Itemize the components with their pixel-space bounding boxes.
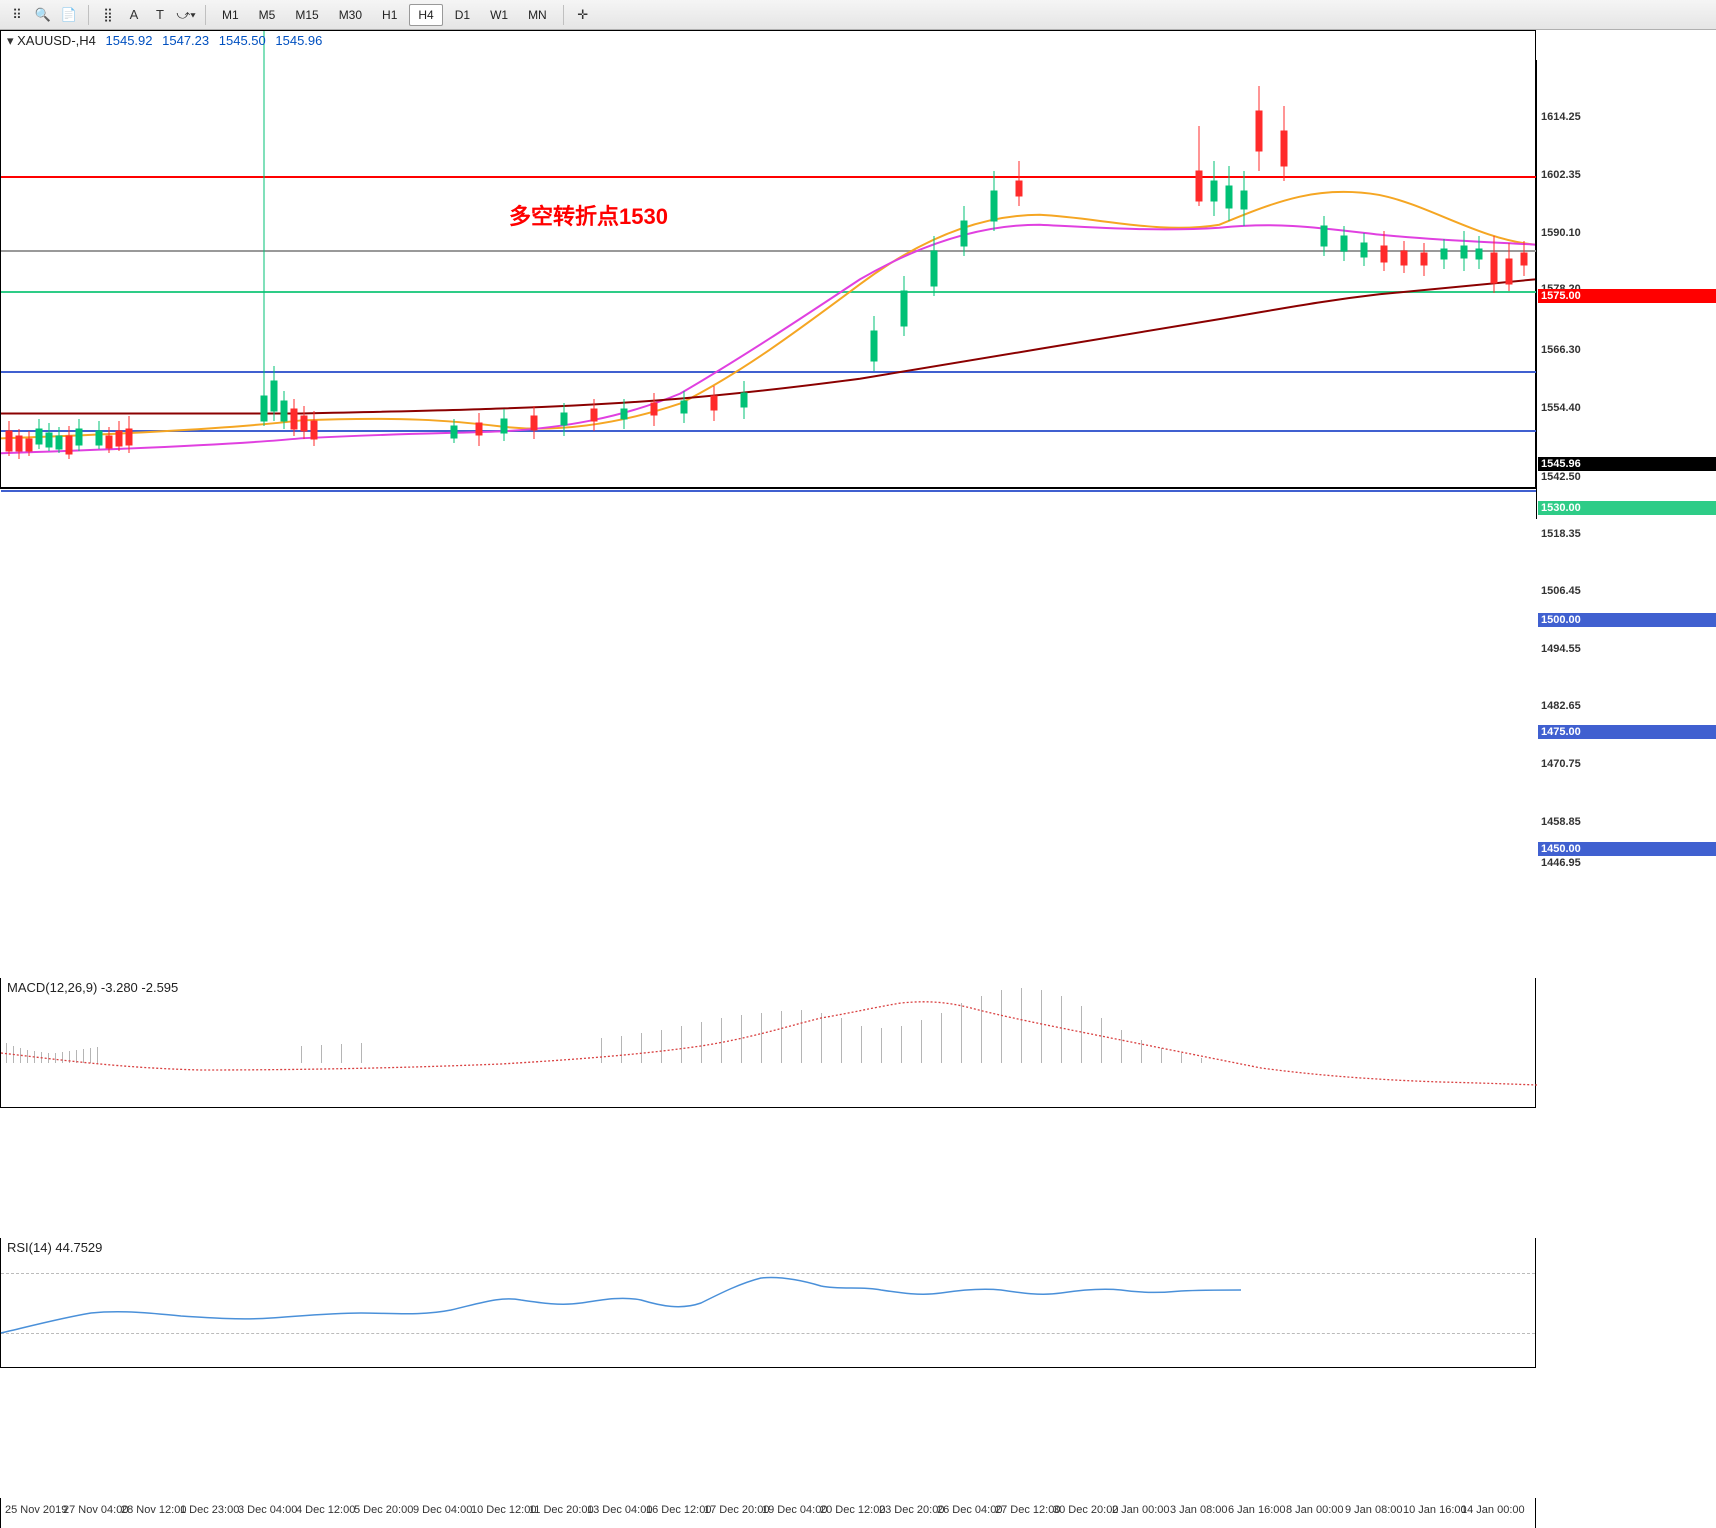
timeframe-w1[interactable]: W1 bbox=[482, 5, 516, 25]
date-axis-label-14[interactable]: 20 Dec 12:00 bbox=[820, 1504, 885, 1516]
dots-grid-icon[interactable]: ⠿ bbox=[6, 4, 28, 26]
date-axis-label-12[interactable]: 17 Dec 20:00 bbox=[704, 1504, 769, 1516]
date-axis-label-23[interactable]: 9 Jan 08:00 bbox=[1345, 1504, 1403, 1516]
price-axis-label-0[interactable]: 1614.25 bbox=[1538, 110, 1716, 124]
price-axis-label-4[interactable]: 1575.00 bbox=[1538, 289, 1716, 303]
date-axis-label-8[interactable]: 10 Dec 12:00 bbox=[471, 1504, 536, 1516]
price-axis[interactable]: 1614.251602.351590.101578.201575.001566.… bbox=[1536, 60, 1716, 519]
search-icon[interactable]: 🔍 bbox=[32, 4, 54, 26]
date-axis-label-0[interactable]: 25 Nov 2019 bbox=[5, 1504, 67, 1516]
price-axis-label-9[interactable]: 1530.00 bbox=[1538, 501, 1716, 515]
macd-panel[interactable]: MACD(12,26,9) -3.280 -2.595 bbox=[0, 978, 1536, 1108]
timeframe-m15[interactable]: M15 bbox=[287, 5, 326, 25]
date-axis[interactable]: 25 Nov 2019 27 Nov 04:00 28 Nov 12:00 1 Dec… bbox=[0, 1498, 1536, 1528]
price-panel[interactable]: ▾ XAUUSD-,H4 1545.92 1547.23 1545.50 154… bbox=[0, 30, 1536, 489]
price-axis-label-15[interactable]: 1475.00 bbox=[1538, 725, 1716, 739]
date-axis-label-18[interactable]: 30 Dec 20:00 bbox=[1053, 1504, 1118, 1516]
level-line-1450[interactable] bbox=[1, 490, 1537, 492]
date-axis-label-11[interactable]: 16 Dec 12:00 bbox=[646, 1504, 711, 1516]
date-axis-label-2[interactable]: 28 Nov 12:00 bbox=[121, 1504, 186, 1516]
price-axis-label-5[interactable]: 1566.30 bbox=[1538, 343, 1716, 357]
price-axis-label-7[interactable]: 1545.96 bbox=[1538, 457, 1716, 471]
timeframe-m30[interactable]: M30 bbox=[331, 5, 370, 25]
date-axis-label-20[interactable]: 3 Jan 08:00 bbox=[1170, 1504, 1228, 1516]
price-axis-label-18[interactable]: 1450.00 bbox=[1538, 842, 1716, 856]
timeframe-m1[interactable]: M1 bbox=[214, 5, 247, 25]
date-axis-label-5[interactable]: 4 Dec 12:00 bbox=[296, 1504, 355, 1516]
turning-point-annotation: 多空转折点1530 bbox=[509, 199, 668, 231]
date-axis-label-3[interactable]: 1 Dec 23:00 bbox=[180, 1504, 239, 1516]
date-axis-label-16[interactable]: 26 Dec 04:00 bbox=[937, 1504, 1002, 1516]
price-axis-label-2[interactable]: 1590.10 bbox=[1538, 226, 1716, 240]
letter-a-icon[interactable]: A bbox=[123, 4, 145, 26]
text-tool-icon[interactable]: T bbox=[149, 4, 171, 26]
date-axis-label-24[interactable]: 10 Jan 16:00 bbox=[1403, 1504, 1467, 1516]
timeframe-h4[interactable]: H4 bbox=[409, 4, 442, 26]
macd-signal-line bbox=[1, 978, 1537, 1108]
price-axis-label-10[interactable]: 1518.35 bbox=[1538, 527, 1716, 541]
rsi-line bbox=[1, 1238, 1537, 1368]
date-axis-label-15[interactable]: 23 Dec 20:00 bbox=[879, 1504, 944, 1516]
price-axis-label-1[interactable]: 1602.35 bbox=[1538, 168, 1716, 182]
date-axis-label-21[interactable]: 6 Jan 16:00 bbox=[1228, 1504, 1286, 1516]
date-axis-label-13[interactable]: 19 Dec 04:00 bbox=[762, 1504, 827, 1516]
timeframe-m5[interactable]: M5 bbox=[251, 5, 284, 25]
price-axis-label-17[interactable]: 1458.85 bbox=[1538, 815, 1716, 829]
date-axis-label-4[interactable]: 3 Dec 04:00 bbox=[238, 1504, 297, 1516]
cursor-dropdown-icon[interactable]: ⤻▾ bbox=[175, 4, 197, 26]
macd-title: MACD(12,26,9) -3.280 -2.595 bbox=[7, 980, 178, 995]
rsi-title: RSI(14) 44.7529 bbox=[7, 1240, 102, 1255]
symbol-label: ▾ XAUUSD-,H4 1545.92 1547.23 1545.50 154… bbox=[7, 33, 322, 49]
date-axis-label-25[interactable]: 14 Jan 00:00 bbox=[1461, 1504, 1525, 1516]
grid-dots-icon[interactable]: ⣿ bbox=[97, 4, 119, 26]
price-axis-label-12[interactable]: 1500.00 bbox=[1538, 613, 1716, 627]
crosshair-icon[interactable]: ✛ bbox=[572, 4, 594, 26]
price-axis-label-8[interactable]: 1542.50 bbox=[1538, 470, 1716, 484]
candlestick-series[interactable] bbox=[1, 31, 1537, 490]
chart-area: ▾ XAUUSD-,H4 1545.92 1547.23 1545.50 154… bbox=[0, 30, 1716, 779]
date-axis-label-1[interactable]: 27 Nov 04:00 bbox=[63, 1504, 128, 1516]
date-axis-label-17[interactable]: 27 Dec 12:00 bbox=[995, 1504, 1060, 1516]
date-axis-label-6[interactable]: 5 Dec 20:00 bbox=[354, 1504, 413, 1516]
price-axis-label-13[interactable]: 1494.55 bbox=[1538, 642, 1716, 656]
new-icon[interactable]: 📄 bbox=[58, 4, 80, 26]
price-axis-label-14[interactable]: 1482.65 bbox=[1538, 699, 1716, 713]
price-axis-label-11[interactable]: 1506.45 bbox=[1538, 584, 1716, 598]
rsi-panel[interactable]: RSI(14) 44.7529 bbox=[0, 1238, 1536, 1368]
date-axis-label-10[interactable]: 13 Dec 04:00 bbox=[587, 1504, 652, 1516]
timeframe-h1[interactable]: H1 bbox=[374, 5, 405, 25]
date-axis-label-9[interactable]: 11 Dec 20:00 bbox=[529, 1504, 594, 1516]
main-toolbar: ⠿ 🔍 📄 ⣿ A T ⤻▾ M1 M5 M15 M30 H1 H4 D1 W1… bbox=[0, 0, 1716, 30]
date-axis-label-19[interactable]: 2 Jan 00:00 bbox=[1112, 1504, 1170, 1516]
price-axis-label-19[interactable]: 1446.95 bbox=[1538, 856, 1716, 870]
timeframe-mn[interactable]: MN bbox=[520, 5, 555, 25]
price-axis-label-16[interactable]: 1470.75 bbox=[1538, 757, 1716, 771]
timeframe-d1[interactable]: D1 bbox=[447, 5, 478, 25]
date-axis-label-22[interactable]: 8 Jan 00:00 bbox=[1286, 1504, 1344, 1516]
date-axis-label-7[interactable]: 9 Dec 04:00 bbox=[413, 1504, 472, 1516]
price-axis-label-6[interactable]: 1554.40 bbox=[1538, 401, 1716, 415]
